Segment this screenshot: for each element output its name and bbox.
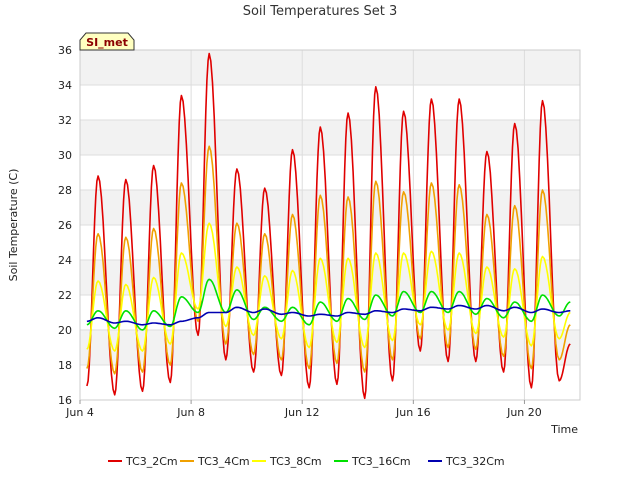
y-axis-label: Soil Temperature (C) xyxy=(7,169,20,282)
y-tick-label: 28 xyxy=(58,184,72,197)
plot-band xyxy=(80,50,580,85)
y-tick-label: 34 xyxy=(58,79,72,92)
legend: TC3_2Cm TC3_4Cm TC3_8Cm TC3_16Cm TC3_32Cm xyxy=(108,455,505,468)
station-badge: SI_met xyxy=(79,32,135,51)
x-tick-label: Jun 16 xyxy=(395,406,431,419)
series-layer xyxy=(86,52,571,400)
badge-shape xyxy=(79,32,135,51)
y-tick-label: 32 xyxy=(58,114,72,127)
plot-band xyxy=(80,120,580,155)
plot-frame xyxy=(79,49,581,401)
legend-label-TC3_2Cm: TC3_2Cm xyxy=(125,455,178,468)
y-axis: 16 18 20 22 24 26 28 30 32 34 36 xyxy=(58,44,72,407)
chart-title: Soil Temperatures Set 3 xyxy=(243,4,398,19)
x-tick-label: Jun 4 xyxy=(65,406,94,419)
x-axis-label: Time xyxy=(550,423,578,436)
series-line-TC3_8Cm xyxy=(86,222,571,352)
x-axis: Jun 4 Jun 8 Jun 12 Jun 16 Jun 20 xyxy=(65,400,542,419)
plot-band xyxy=(80,190,580,225)
legend-label-TC3_8Cm: TC3_8Cm xyxy=(269,455,322,468)
y-tick-label: 24 xyxy=(58,254,72,267)
x-tick-label: Jun 12 xyxy=(284,406,320,419)
y-tick-label: 18 xyxy=(58,359,72,372)
y-tick-label: 26 xyxy=(58,219,72,232)
y-tick-label: 16 xyxy=(58,394,72,407)
legend-label-TC3_16Cm: TC3_16Cm xyxy=(351,455,411,468)
y-tick-label: 36 xyxy=(58,44,72,57)
x-tick-label: Jun 8 xyxy=(176,406,205,419)
series-line-TC3_2Cm xyxy=(86,52,571,400)
y-tick-label: 22 xyxy=(58,289,72,302)
y-tick-label: 20 xyxy=(58,324,72,337)
plot-band xyxy=(80,330,580,365)
series-line-TC3_32Cm xyxy=(86,304,571,326)
legend-label-TC3_4Cm: TC3_4Cm xyxy=(197,455,250,468)
x-tick-label: Jun 20 xyxy=(506,406,542,419)
badge-label: SI_met xyxy=(86,36,128,49)
series-line-TC3_4Cm xyxy=(86,145,571,375)
y-tick-label: 30 xyxy=(58,149,72,162)
legend-label-TC3_32Cm: TC3_32Cm xyxy=(445,455,505,468)
